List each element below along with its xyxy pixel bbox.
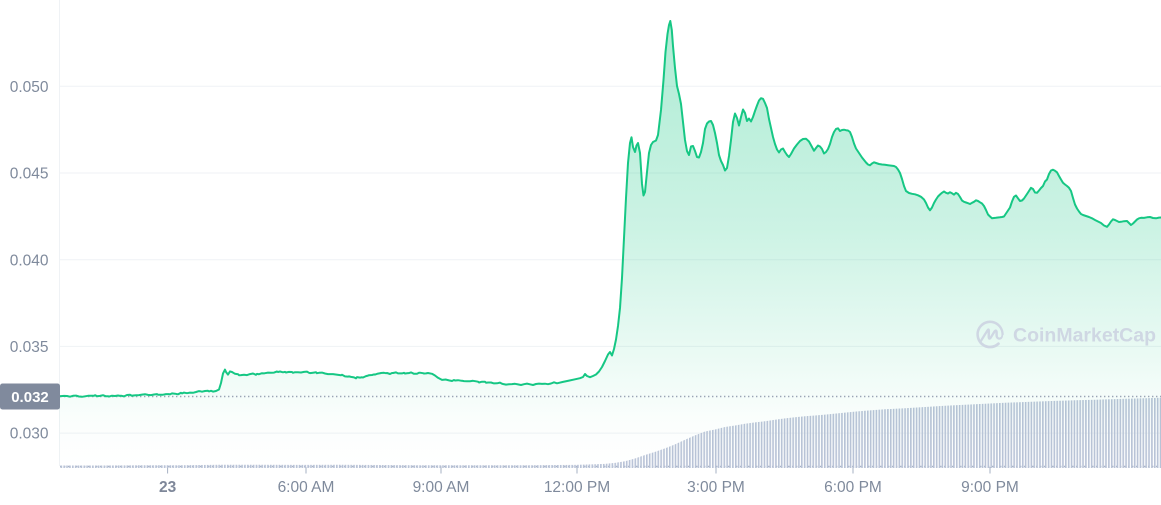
svg-text:0.030: 0.030 [10, 426, 49, 443]
svg-text:9:00 PM: 9:00 PM [961, 479, 1019, 496]
svg-text:0.035: 0.035 [10, 339, 49, 356]
svg-text:9:00 AM: 9:00 AM [413, 479, 470, 496]
svg-text:0.040: 0.040 [10, 252, 49, 269]
svg-text:0.045: 0.045 [10, 166, 49, 183]
svg-text:0.050: 0.050 [10, 79, 49, 96]
svg-text:3:00 PM: 3:00 PM [687, 479, 745, 496]
svg-text:12:00 PM: 12:00 PM [544, 479, 610, 496]
svg-text:6:00 PM: 6:00 PM [824, 479, 882, 496]
svg-text:6:00 AM: 6:00 AM [278, 479, 335, 496]
svg-text:23: 23 [159, 479, 177, 496]
svg-text:0.032: 0.032 [11, 389, 49, 406]
svg-text:CoinMarketCap: CoinMarketCap [1013, 325, 1156, 347]
